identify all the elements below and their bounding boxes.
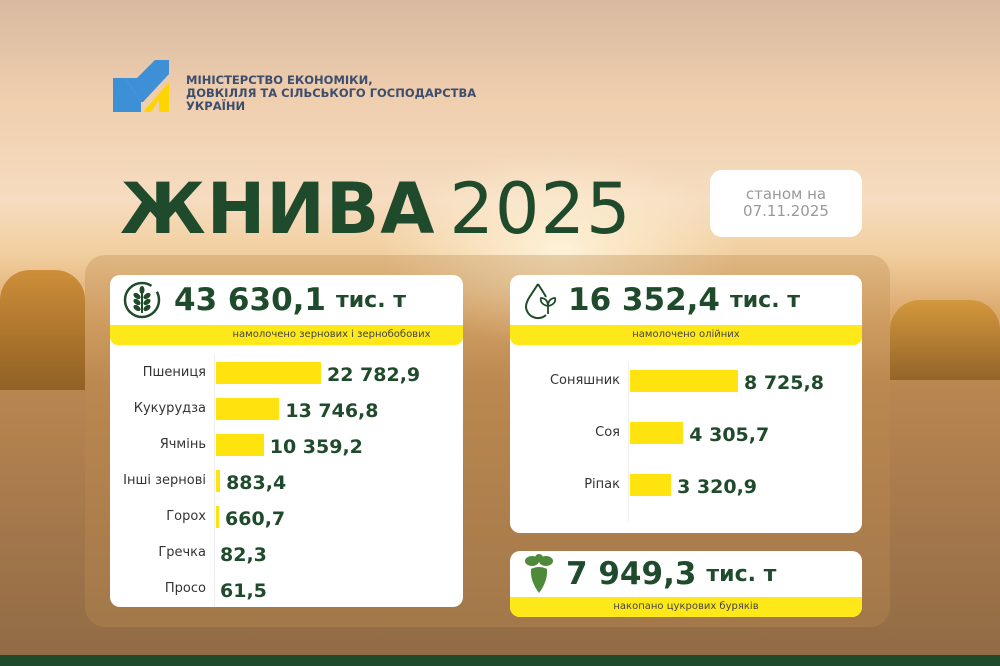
title-word: ЖНИВА [120, 168, 436, 250]
beet-card: 7 949,3 тис. т накопано цукрових буряків [510, 551, 862, 617]
ministry-line: ДОВКІЛЛЯ ТА СІЛЬСЬКОГО ГОСПОДАРСТВА [186, 86, 477, 100]
ministry-line: МІНІСТЕРСТВО ЕКОНОМІКИ, [186, 73, 373, 87]
bottom-stripe [0, 655, 1000, 666]
bar [216, 398, 280, 420]
value-label: 10 359,2 [269, 436, 363, 458]
bar [216, 506, 220, 528]
bar [630, 370, 738, 392]
oil-total: 16 352,4 [568, 282, 720, 318]
sugar-beet-icon [525, 554, 553, 593]
category-label: Соняшник [549, 373, 620, 388]
value-label: 61,5 [220, 580, 267, 602]
date-badge: станом на 07.11.2025 [710, 170, 862, 237]
bar [216, 434, 264, 456]
oil-header: 16 352,4 тис. т [510, 275, 862, 325]
ministry-name: МІНІСТЕРСТВО ЕКОНОМІКИ, ДОВКІЛЛЯ ТА СІЛЬ… [186, 74, 476, 113]
beet-subtitle: накопано цукрових буряків [510, 597, 862, 617]
beet-total: 7 949,3 [566, 556, 697, 592]
value-label: 22 782,9 [327, 364, 421, 386]
value-label: 660,7 [225, 508, 286, 530]
chart-axis [628, 362, 629, 522]
grain-header: 43 630,1 тис. т [110, 275, 463, 325]
chart-axis [214, 354, 215, 607]
bar [216, 470, 221, 492]
category-label: Соя [595, 425, 620, 440]
grain-unit: тис. т [336, 287, 406, 313]
value-label: 4 305,7 [689, 424, 770, 446]
ministry-line: УКРАЇНИ [186, 99, 246, 113]
background-trees-right [890, 300, 1000, 380]
bar [216, 362, 321, 384]
category-label: Горох [166, 509, 206, 524]
value-label: 82,3 [220, 544, 267, 566]
category-label: Пшениця [142, 365, 206, 380]
beet-header: 7 949,3 тис. т [510, 551, 862, 597]
background-trees-left [0, 270, 85, 390]
value-label: 13 746,8 [285, 400, 379, 422]
page-title: ЖНИВА 2025 [120, 168, 632, 250]
grain-subtitle: намолочено зернових і зернобобових [110, 325, 463, 345]
bar [630, 474, 672, 496]
value-label: 3 320,9 [677, 476, 758, 498]
date-label: станом на [745, 185, 827, 203]
category-label: Інші зернові [123, 473, 206, 488]
category-label: Просо [164, 581, 206, 596]
value-label: 883,4 [226, 472, 287, 494]
title-year: 2025 [449, 168, 632, 250]
beet-unit: тис. т [706, 561, 777, 587]
ministry-logo [113, 60, 169, 112]
oil-subtitle: намолочено олійних [510, 325, 862, 345]
grain-card: 43 630,1 тис. т намолочено зернових і зе… [110, 275, 463, 607]
oil-card: 16 352,4 тис. т намолочено олійних Соняш… [510, 275, 862, 533]
bar [630, 422, 684, 444]
wheat-icon [123, 281, 161, 319]
category-label: Кукурудза [133, 401, 206, 416]
category-label: Гречка [158, 545, 206, 560]
value-label: 8 725,8 [744, 372, 824, 394]
category-label: Ячмінь [159, 437, 206, 452]
grain-total: 43 630,1 [174, 282, 326, 318]
oil-unit: тис. т [730, 287, 800, 313]
oil-drop-sprout-icon [524, 283, 557, 320]
category-label: Ріпак [584, 477, 620, 492]
date-value: 07.11.2025 [743, 202, 829, 220]
